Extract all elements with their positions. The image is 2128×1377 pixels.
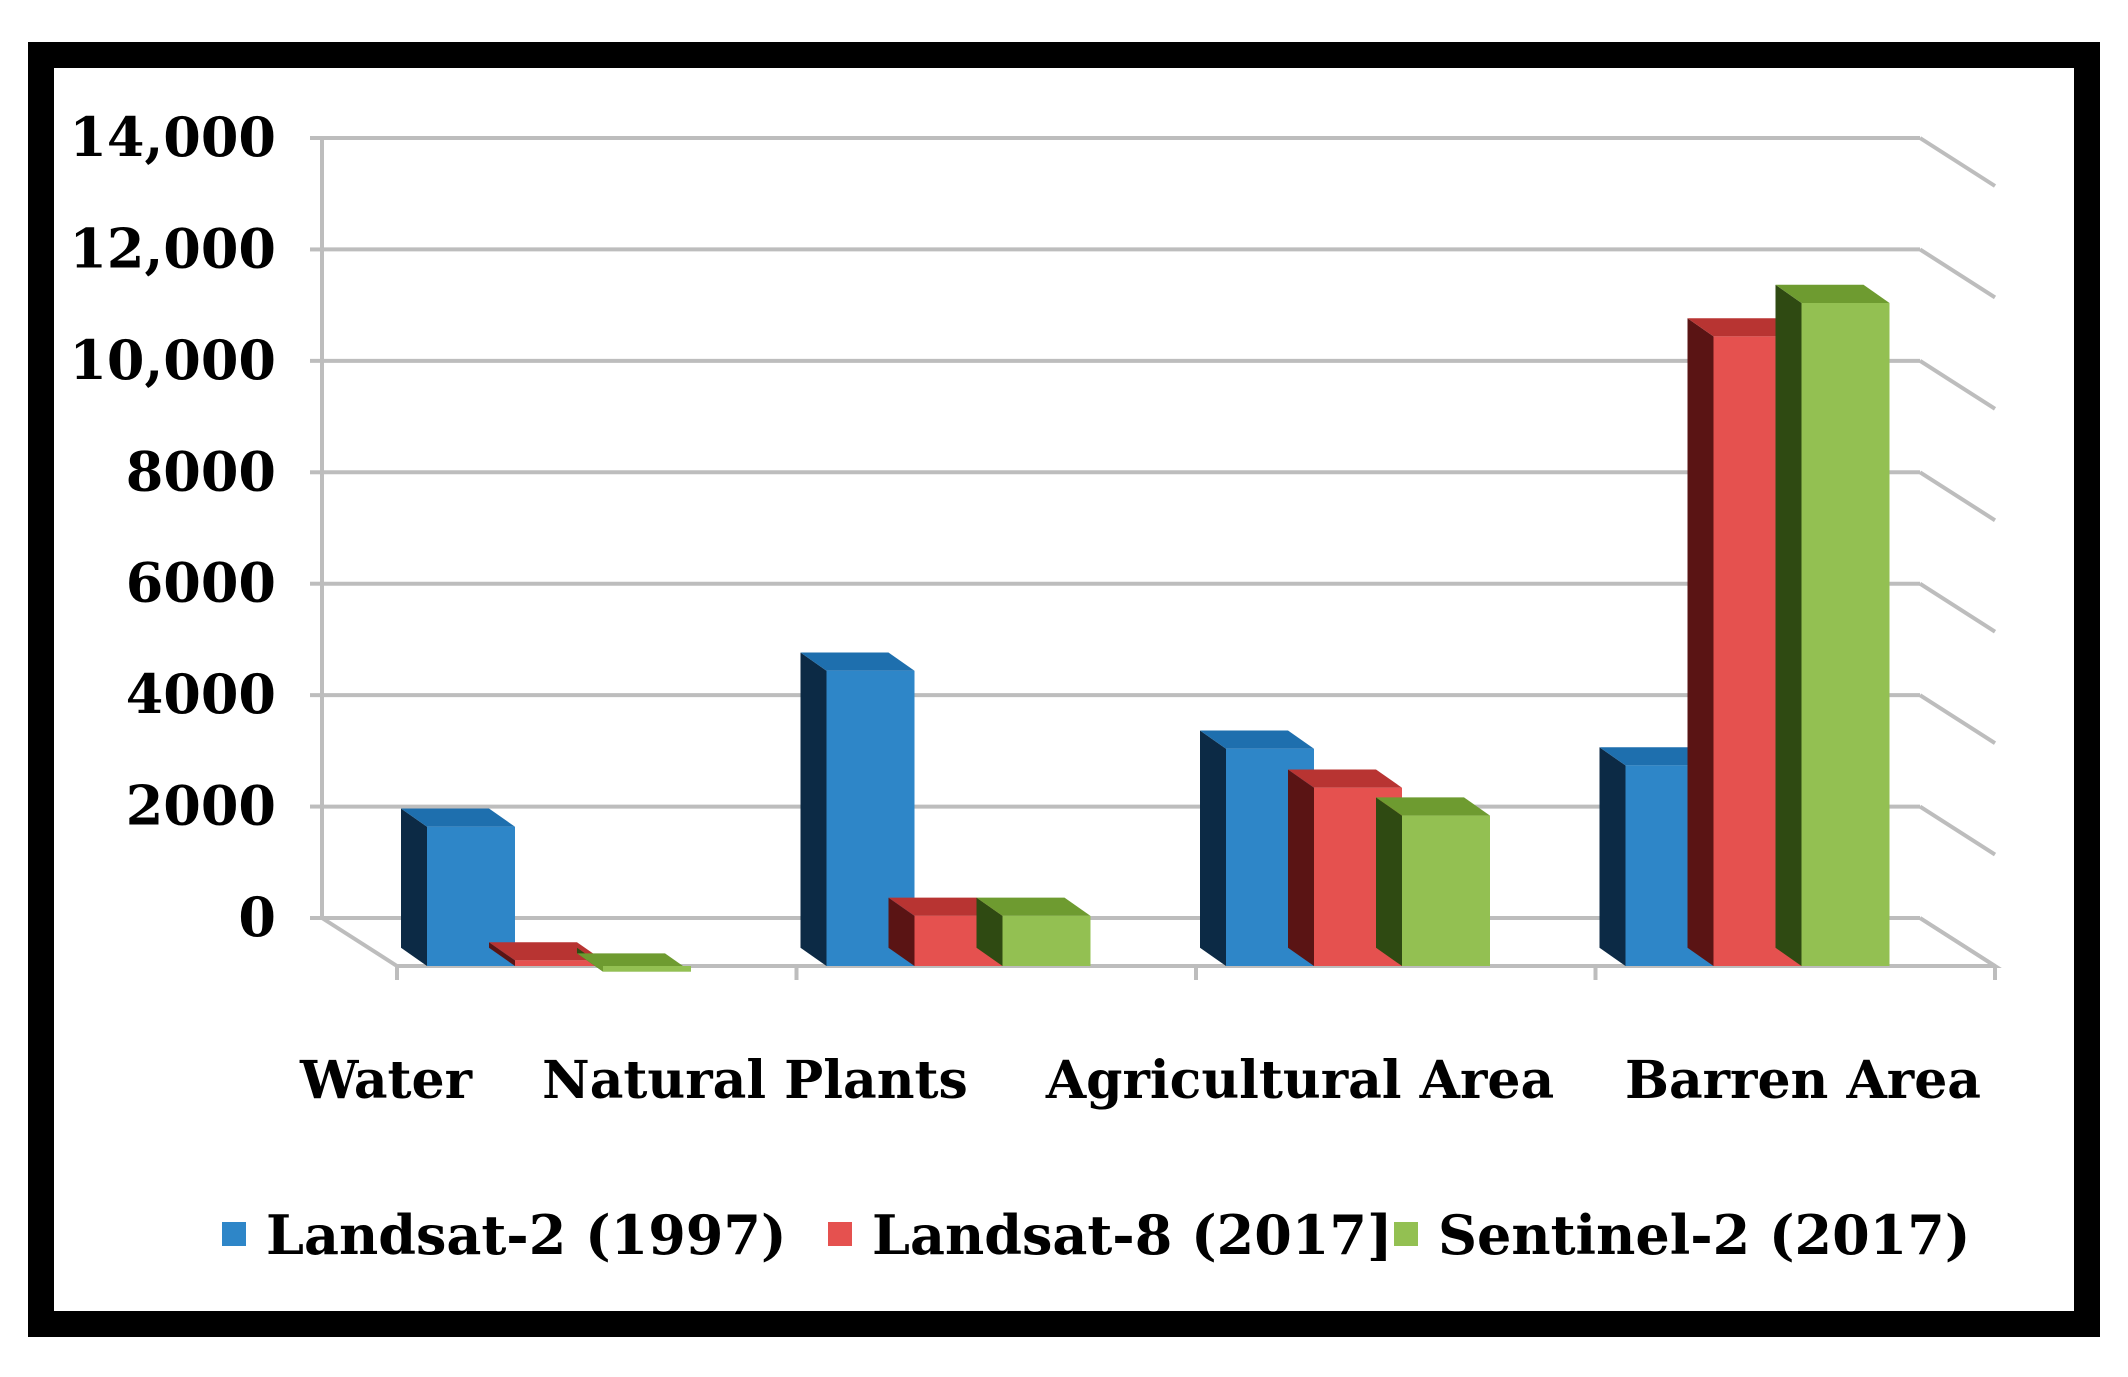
bar-top	[1376, 797, 1490, 816]
bar-side	[1687, 318, 1714, 966]
bar	[489, 942, 603, 966]
bar-front	[1002, 915, 1091, 966]
y-tick-label: 6000	[126, 551, 276, 615]
bar-side	[1288, 769, 1314, 966]
bar	[577, 947, 691, 972]
x-tick-label: Agricultural Area	[1045, 1050, 1554, 1111]
gridline-side	[1918, 247, 1997, 300]
y-tick-label: 12,000	[69, 216, 276, 280]
bar-top	[1599, 747, 1714, 766]
legend-item: Sentinel-2 (2017)	[1394, 1203, 1970, 1267]
legend: Landsat-2 (1997) Landsat-8 (2017] Sentinel…	[222, 1203, 1970, 1267]
bar	[976, 897, 1091, 966]
x-tick-label: Water	[299, 1050, 473, 1111]
x-tick-label: Natural Plants	[542, 1050, 968, 1111]
gridline-side	[1918, 359, 1997, 411]
legend-swatch	[828, 1222, 852, 1246]
legend-label: Landsat-2 (1997)	[266, 1203, 787, 1267]
bar-top	[1288, 769, 1402, 788]
gridline-side	[1918, 693, 1997, 745]
bar-top	[1775, 284, 1890, 303]
y-tick-label: 8000	[126, 439, 276, 503]
bar-top	[800, 652, 915, 671]
legend-label: Sentinel-2 (2017)	[1438, 1203, 1970, 1267]
bar-top	[489, 942, 603, 961]
bar-side	[1599, 747, 1626, 966]
gridlines	[310, 136, 1997, 980]
legend-swatch	[1394, 1222, 1418, 1246]
bar-side	[1376, 797, 1402, 966]
bar	[1376, 797, 1490, 966]
x-axis-labels: Water Natural Plants Agricultural Area Barr…	[299, 1050, 1981, 1111]
bar	[1775, 284, 1890, 966]
bar-side	[976, 897, 1003, 966]
bar-front	[515, 960, 603, 966]
gridline-side	[1918, 470, 1997, 522]
y-tick-label: 0	[238, 885, 276, 949]
bar-top	[401, 808, 515, 827]
bar-side	[1775, 284, 1802, 966]
x-tick-label: Barren Area	[1625, 1050, 1981, 1111]
bar-top	[1687, 318, 1802, 337]
bar-side	[401, 808, 427, 966]
bar-side	[489, 942, 515, 966]
legend-swatch	[222, 1222, 246, 1246]
gridline-side	[1918, 582, 1997, 634]
legend-label: Landsat-8 (2017]	[872, 1203, 1393, 1267]
legend-item: Landsat-8 (2017]	[828, 1203, 1393, 1267]
bar-top	[888, 897, 1003, 916]
bar-front	[1801, 303, 1890, 966]
y-tick-label: 4000	[126, 662, 276, 726]
y-tick-label: 14,000	[69, 105, 276, 169]
gridline-side	[1918, 136, 1997, 188]
y-tick-label: 2000	[126, 774, 276, 838]
bar-front	[603, 966, 691, 972]
gridline-side	[1918, 916, 1997, 968]
legend-item: Landsat-2 (1997)	[222, 1203, 787, 1267]
y-tick-label: 10,000	[69, 328, 276, 392]
bars	[401, 284, 1890, 972]
bar-side	[888, 897, 915, 966]
y-axis-labels: 0 2000 4000 6000 8000 10,000 12,000 14,000	[69, 105, 276, 949]
bar-front	[1402, 815, 1490, 966]
bar-side	[800, 652, 827, 966]
bar-top	[976, 897, 1091, 916]
gridline-side	[1918, 804, 1997, 857]
bar-top	[1200, 730, 1314, 749]
bar-side	[1200, 730, 1226, 966]
